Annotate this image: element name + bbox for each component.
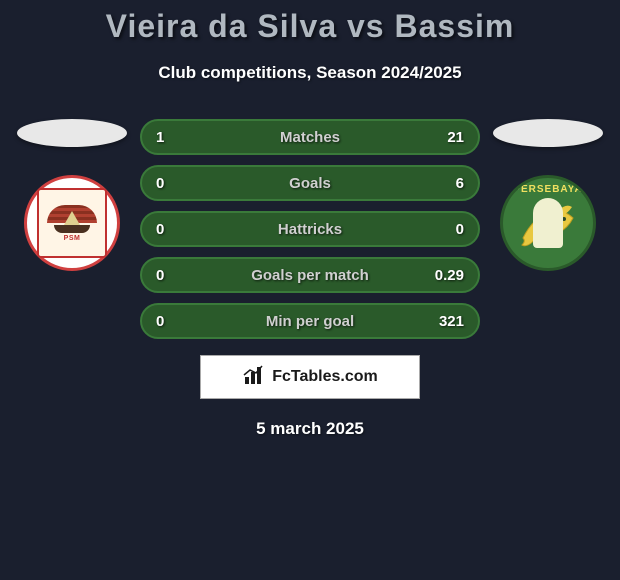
player-oval-left bbox=[17, 119, 127, 147]
stat-right-value: 0.29 bbox=[430, 267, 464, 284]
club-badge-right: PERSEBAYA bbox=[500, 175, 596, 271]
stat-label: Goals bbox=[289, 175, 331, 192]
stat-label: Hattricks bbox=[278, 221, 342, 238]
date-text: 5 march 2025 bbox=[256, 419, 364, 439]
left-column: PSM bbox=[12, 119, 132, 271]
brand-box[interactable]: FcTables.com bbox=[200, 355, 420, 399]
monument-icon bbox=[533, 198, 563, 248]
right-column: PERSEBAYA bbox=[488, 119, 608, 271]
main-area: PSM 1 Matches 21 0 Goals 6 0 Hattricks 0 0 Goals p… bbox=[0, 119, 620, 339]
stat-left-value: 0 bbox=[156, 221, 190, 238]
stat-label: Min per goal bbox=[266, 313, 354, 330]
stat-row: 0 Goals per match 0.29 bbox=[140, 257, 480, 293]
stat-right-value: 0 bbox=[430, 221, 464, 238]
badge-left-name: PSM bbox=[64, 235, 81, 242]
stat-label: Matches bbox=[280, 129, 340, 146]
boat-icon bbox=[54, 225, 90, 233]
stat-row: 1 Matches 21 bbox=[140, 119, 480, 155]
stat-left-value: 1 bbox=[156, 129, 190, 146]
club-badge-left: PSM bbox=[24, 175, 120, 271]
stat-row: 0 Goals 6 bbox=[140, 165, 480, 201]
stat-left-value: 0 bbox=[156, 175, 190, 192]
stat-right-value: 6 bbox=[430, 175, 464, 192]
stat-right-value: 321 bbox=[430, 313, 464, 330]
brand-text: FcTables.com bbox=[272, 368, 378, 386]
player-oval-right bbox=[493, 119, 603, 147]
infographic-container: Vieira da Silva vs Bassim Club competiti… bbox=[0, 0, 620, 580]
stat-row: 0 Min per goal 321 bbox=[140, 303, 480, 339]
subtitle: Club competitions, Season 2024/2025 bbox=[158, 63, 461, 83]
stat-row: 0 Hattricks 0 bbox=[140, 211, 480, 247]
chart-icon bbox=[242, 363, 266, 392]
badge-left-inner: PSM bbox=[37, 188, 107, 258]
page-title: Vieira da Silva vs Bassim bbox=[106, 8, 515, 45]
stat-right-value: 21 bbox=[430, 129, 464, 146]
stat-label: Goals per match bbox=[251, 267, 369, 284]
stat-left-value: 0 bbox=[156, 267, 190, 284]
stats-column: 1 Matches 21 0 Goals 6 0 Hattricks 0 0 Goals per m… bbox=[140, 119, 480, 339]
stat-left-value: 0 bbox=[156, 313, 190, 330]
